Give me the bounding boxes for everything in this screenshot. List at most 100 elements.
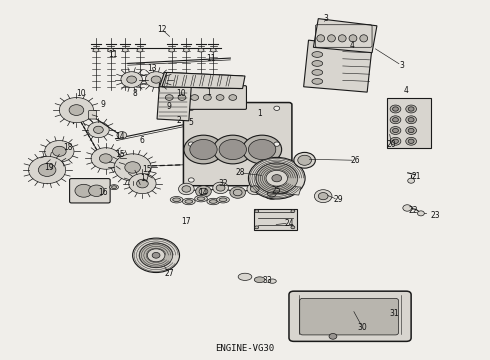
Ellipse shape	[122, 48, 128, 52]
Text: 14: 14	[198, 188, 208, 197]
Text: 10: 10	[177, 89, 186, 98]
Circle shape	[52, 146, 66, 156]
Ellipse shape	[93, 48, 99, 52]
Circle shape	[99, 154, 112, 163]
Ellipse shape	[110, 185, 119, 190]
Circle shape	[274, 106, 280, 111]
Circle shape	[178, 183, 194, 195]
Text: 15: 15	[116, 150, 125, 159]
Ellipse shape	[195, 195, 207, 202]
Text: 14: 14	[116, 132, 125, 141]
Circle shape	[298, 155, 312, 165]
Circle shape	[188, 142, 194, 146]
Circle shape	[216, 185, 225, 191]
Text: 26: 26	[350, 156, 360, 165]
Ellipse shape	[197, 197, 205, 201]
Ellipse shape	[185, 200, 193, 203]
Ellipse shape	[207, 198, 220, 205]
Text: 11: 11	[206, 54, 216, 63]
Circle shape	[45, 140, 74, 162]
Polygon shape	[159, 72, 243, 89]
Circle shape	[127, 76, 137, 83]
Circle shape	[390, 116, 401, 124]
Circle shape	[203, 95, 211, 100]
Circle shape	[196, 186, 211, 197]
Circle shape	[392, 107, 398, 111]
Circle shape	[294, 152, 316, 168]
Text: 21: 21	[411, 172, 421, 181]
Text: ENGINE-VG30: ENGINE-VG30	[216, 344, 274, 353]
Text: 28: 28	[235, 168, 245, 177]
Ellipse shape	[169, 48, 174, 52]
Circle shape	[291, 226, 295, 229]
Text: 31: 31	[389, 309, 399, 318]
Text: 4: 4	[350, 41, 355, 50]
Circle shape	[213, 135, 252, 164]
Ellipse shape	[137, 48, 143, 52]
Circle shape	[329, 333, 337, 339]
Circle shape	[191, 95, 198, 100]
Ellipse shape	[198, 48, 204, 52]
Ellipse shape	[317, 35, 325, 42]
Circle shape	[125, 162, 141, 173]
Circle shape	[248, 157, 305, 199]
Circle shape	[243, 135, 282, 164]
Ellipse shape	[269, 279, 276, 283]
Circle shape	[250, 186, 259, 192]
Circle shape	[151, 76, 161, 83]
Circle shape	[268, 190, 276, 197]
Text: 9: 9	[101, 100, 106, 109]
Circle shape	[392, 118, 398, 122]
Text: 22: 22	[409, 206, 418, 215]
Circle shape	[114, 154, 151, 181]
Text: 25: 25	[272, 186, 282, 195]
Text: 10: 10	[76, 89, 86, 98]
Circle shape	[188, 178, 194, 182]
Text: 4: 4	[404, 86, 409, 95]
Circle shape	[233, 189, 242, 196]
Text: 20: 20	[387, 140, 396, 149]
Text: 11: 11	[108, 50, 118, 59]
Ellipse shape	[209, 200, 217, 203]
Text: 6: 6	[140, 136, 145, 145]
Circle shape	[406, 127, 416, 134]
Circle shape	[276, 184, 292, 196]
Circle shape	[318, 193, 328, 200]
Text: 27: 27	[165, 269, 174, 278]
Circle shape	[28, 156, 66, 184]
Circle shape	[69, 105, 84, 116]
Circle shape	[408, 178, 415, 183]
Circle shape	[199, 188, 208, 195]
Text: 17: 17	[140, 174, 149, 183]
Circle shape	[188, 106, 194, 111]
Text: 29: 29	[333, 195, 343, 204]
Ellipse shape	[108, 48, 114, 52]
Circle shape	[38, 163, 56, 176]
Circle shape	[146, 72, 167, 87]
Polygon shape	[157, 83, 191, 121]
Circle shape	[219, 139, 246, 159]
Circle shape	[165, 95, 173, 100]
Circle shape	[94, 126, 103, 134]
Ellipse shape	[360, 35, 368, 42]
Circle shape	[256, 163, 298, 194]
FancyBboxPatch shape	[300, 298, 398, 335]
Text: 24: 24	[284, 219, 294, 228]
Circle shape	[147, 249, 165, 262]
Polygon shape	[162, 72, 245, 89]
FancyBboxPatch shape	[183, 103, 292, 186]
Circle shape	[264, 188, 280, 199]
Circle shape	[266, 170, 288, 186]
Circle shape	[403, 205, 412, 211]
Circle shape	[390, 105, 401, 113]
Circle shape	[91, 148, 121, 169]
Circle shape	[59, 98, 94, 123]
Ellipse shape	[183, 48, 189, 52]
Ellipse shape	[217, 197, 229, 203]
Ellipse shape	[170, 197, 183, 203]
Circle shape	[190, 139, 217, 159]
Circle shape	[392, 129, 398, 133]
Bar	[254, 209, 297, 230]
Text: 3: 3	[323, 14, 328, 23]
Circle shape	[88, 122, 109, 138]
